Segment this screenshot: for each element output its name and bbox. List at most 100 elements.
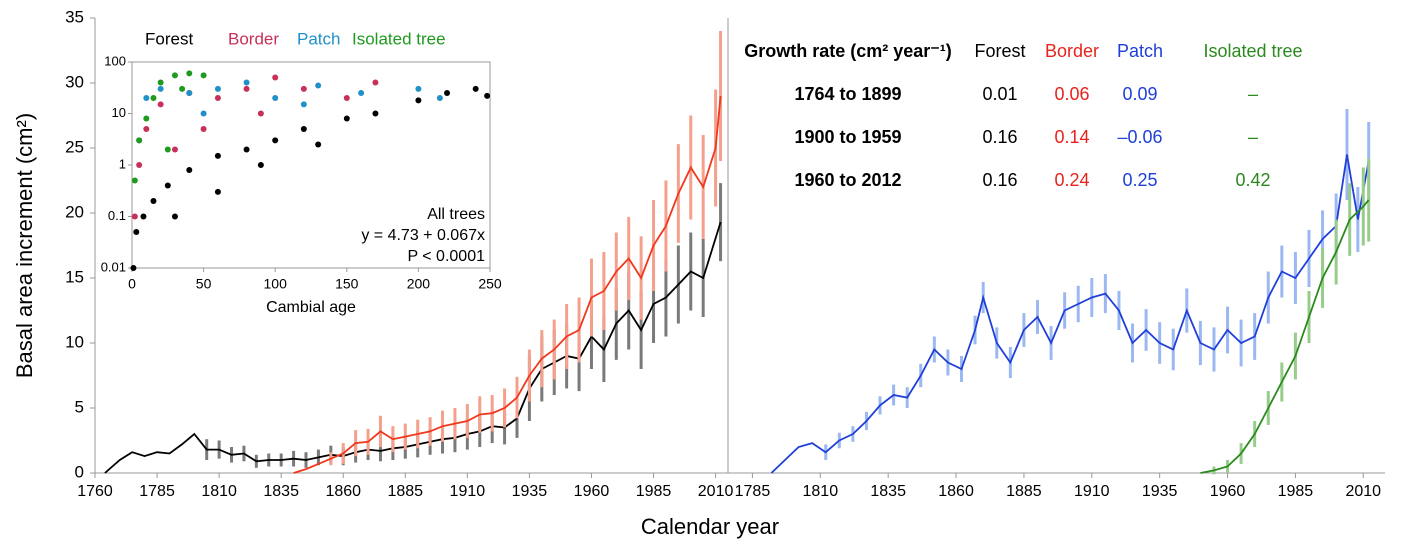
inset-x-tick-label: 200 [407, 276, 431, 292]
scatter-point [415, 85, 422, 92]
y-tick-label: 5 [75, 397, 84, 416]
scatter-point [130, 265, 137, 271]
scatter-point [272, 74, 279, 81]
scatter-point [214, 94, 221, 101]
series-line [770, 154, 1370, 474]
scatter-point [300, 85, 307, 92]
scatter-point [257, 162, 264, 168]
x-tick-label: 1810 [803, 483, 839, 500]
table-cell: 0.14 [1054, 127, 1089, 147]
scatter-point [415, 97, 422, 104]
inset-y-tick-label: 0.01 [101, 259, 126, 274]
scatter-point [214, 188, 221, 195]
scatter-point [186, 70, 193, 77]
scatter-point [200, 126, 207, 133]
scatter-point [171, 213, 178, 220]
x-tick-label: 1910 [450, 483, 486, 500]
table-cell: 0.16 [982, 170, 1017, 190]
x-tick-label: 1985 [636, 483, 672, 500]
y-tick-label: 10 [65, 332, 84, 351]
inset-x-tick-label: 50 [196, 276, 212, 292]
table-cell: 0.25 [1122, 170, 1157, 190]
scatter-point [150, 94, 157, 101]
scatter-point [243, 85, 250, 92]
x-tick-label: 1760 [77, 483, 113, 500]
table-cell: 0.01 [982, 84, 1017, 104]
x-tick-label: 1935 [1142, 483, 1178, 500]
table-cell: 0.16 [982, 127, 1017, 147]
scatter-point [179, 85, 186, 92]
scatter-point [214, 85, 221, 92]
scatter-point [143, 115, 150, 122]
scatter-point [133, 229, 140, 236]
annotation: All trees [427, 206, 485, 223]
inset-x-tick-label: 150 [335, 276, 359, 292]
scatter-point [436, 94, 443, 101]
x-tick-label: 2010 [698, 483, 734, 500]
table-header: Growth rate (cm² year⁻¹) [744, 41, 952, 61]
y-tick-label: 25 [65, 137, 84, 156]
scatter-point [272, 94, 279, 101]
scatter-point [300, 101, 307, 108]
scatter-point [131, 177, 138, 184]
inset-x-tick-label: 250 [478, 276, 502, 292]
scatter-point [164, 146, 171, 153]
scatter-point [143, 94, 150, 101]
table-header: Isolated tree [1203, 41, 1302, 61]
inset-background [100, 24, 498, 320]
y-tick-label: 0 [75, 462, 84, 481]
x-tick-label: 1785 [139, 483, 175, 500]
scatter-point [186, 90, 193, 97]
series-line [104, 221, 722, 474]
inset-y-tick-label: 1 [119, 156, 126, 171]
x-tick-label: 1785 [735, 483, 771, 500]
table-cell: 1960 to 2012 [794, 170, 901, 190]
table-header: Patch [1117, 41, 1163, 61]
legend-entry: Forest [145, 29, 193, 48]
scatter-point [315, 82, 322, 89]
x-tick-label: 1860 [938, 483, 974, 500]
inset-x-tick-label: 0 [128, 276, 136, 292]
x-tick-label: 1885 [387, 483, 423, 500]
inset-y-tick-label: 100 [104, 53, 126, 68]
table-cell: 0.24 [1054, 170, 1089, 190]
scatter-point [143, 126, 150, 133]
x-tick-label: 1960 [1210, 483, 1246, 500]
x-tick-label: 1910 [1074, 483, 1110, 500]
inset-y-tick-label: 10 [112, 105, 126, 120]
table-cell: 1764 to 1899 [794, 84, 901, 104]
scatter-point [243, 146, 250, 153]
scatter-point [157, 85, 164, 92]
scatter-point [372, 110, 379, 117]
scatter-point [150, 197, 157, 204]
table-cell: 1900 to 1959 [794, 127, 901, 147]
legend-entry: Isolated tree [352, 29, 446, 48]
annotation: P < 0.0001 [407, 248, 485, 265]
table-cell: 0.09 [1122, 84, 1157, 104]
scatter-point [200, 110, 207, 117]
scatter-point [164, 182, 171, 189]
scatter-point [186, 166, 193, 173]
inset-y-tick-label: 0.1 [108, 208, 126, 223]
x-tick-label: 1860 [325, 483, 361, 500]
y-tick-label: 15 [65, 267, 84, 286]
x-tick-label: 2010 [1345, 483, 1381, 500]
y-tick-label: 30 [65, 72, 84, 91]
x-tick-label: 1960 [574, 483, 610, 500]
scatter-point [343, 115, 350, 122]
x-tick-label: 1985 [1278, 483, 1314, 500]
scatter-point [257, 110, 264, 117]
y-axis-label: Basal area increment (cm²) [12, 113, 37, 378]
scatter-point [358, 90, 365, 97]
table-cell: –0.06 [1117, 127, 1162, 147]
y-tick-label: 35 [65, 7, 84, 26]
inset-x-tick-label: 100 [264, 276, 288, 292]
scatter-point [214, 152, 221, 159]
inset-x-axis-label: Cambial age [266, 299, 356, 316]
scatter-point [243, 79, 250, 86]
series-line [1200, 199, 1370, 474]
x-tick-label: 1885 [1006, 483, 1042, 500]
y-tick-label: 20 [65, 202, 84, 221]
scatter-point [272, 137, 279, 144]
